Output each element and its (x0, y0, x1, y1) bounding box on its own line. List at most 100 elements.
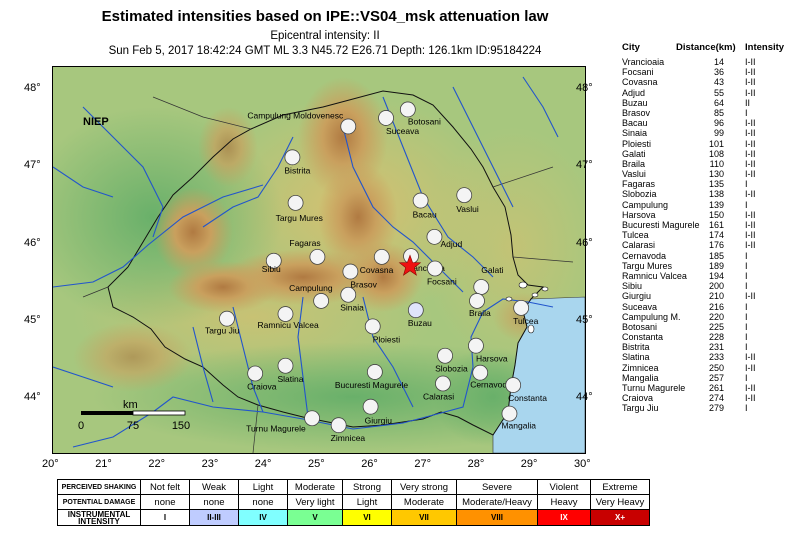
station-circle[interactable] (399, 101, 416, 118)
station-marker[interactable]: Craiova (247, 365, 277, 392)
station-circle[interactable] (469, 293, 485, 309)
station-label: Covasna (360, 265, 394, 275)
station-marker[interactable]: Brasov (342, 263, 378, 290)
station-marker[interactable]: Fagaras (289, 238, 326, 265)
distance-value: 139 (708, 199, 724, 210)
station-circle[interactable] (340, 286, 357, 303)
station-circle[interactable] (456, 187, 473, 204)
station-marker[interactable]: Campulung (289, 283, 333, 309)
city-name: Vaslui (622, 169, 646, 180)
station-circle[interactable] (247, 365, 264, 382)
distance-value: 85 (713, 107, 724, 118)
station-marker[interactable]: Bucuresti Magurele (335, 364, 409, 390)
distance-value: 43 (713, 77, 724, 88)
station-marker[interactable]: Suceava (378, 110, 420, 136)
station-circle[interactable] (407, 302, 424, 319)
station-marker[interactable]: Braila (469, 293, 491, 318)
station-marker[interactable]: Sibiu (262, 252, 282, 274)
station-circle[interactable] (378, 110, 394, 126)
station-marker[interactable]: Slatina (277, 357, 304, 384)
station-circle[interactable] (501, 405, 518, 422)
city-name: Campulung M. (622, 311, 681, 322)
station-circle[interactable] (277, 306, 294, 322)
station-marker[interactable]: Targu Mures (276, 194, 323, 223)
intensity-value: I-II (745, 57, 756, 67)
station-marker[interactable]: Tulcea (513, 299, 539, 326)
station-label: Harsova (476, 354, 508, 364)
station-circle[interactable] (313, 293, 330, 309)
distance-value: 130 (708, 169, 724, 180)
city-name: Constanta (622, 332, 664, 343)
station-circle[interactable] (412, 192, 429, 209)
city-name: Campulung (622, 199, 669, 210)
station-circle[interactable] (472, 364, 489, 381)
station-circle[interactable] (468, 337, 484, 354)
station-circle[interactable] (309, 249, 326, 265)
station-circle[interactable] (362, 398, 379, 415)
station-marker[interactable]: Harsova (468, 337, 508, 364)
station-circle[interactable] (437, 347, 453, 364)
station-label: Slobozia (435, 364, 468, 374)
station-marker[interactable]: Constanta (505, 377, 548, 404)
station-marker[interactable]: Covasna (360, 249, 394, 275)
station-marker[interactable]: Adjud (426, 228, 463, 249)
station-label: Sinaia (340, 303, 364, 313)
station-marker[interactable]: Vaslui (456, 187, 479, 215)
station-circle[interactable] (342, 263, 359, 280)
station-circle[interactable] (426, 228, 443, 245)
station-circle[interactable] (364, 318, 381, 335)
station-marker[interactable]: Slobozia (435, 347, 468, 374)
station-label: Ploiesti (373, 334, 401, 344)
station-marker[interactable]: Turnu Magurele (246, 410, 320, 434)
station-circle[interactable] (435, 375, 451, 392)
intensity-map[interactable]: NIEP km 0 75 150 Campulung Moldovenesc Su… (52, 66, 586, 454)
station-marker[interactable]: Mangalia (501, 405, 536, 431)
station-marker[interactable]: Zimnicea (330, 417, 366, 444)
legend-shaking-cell: Very strong (391, 479, 457, 495)
header-city: City (622, 42, 640, 53)
city-name: Slobozia (622, 189, 657, 200)
station-marker[interactable]: Buzau (407, 302, 432, 329)
station-circle[interactable] (366, 364, 383, 380)
station-marker[interactable]: Calarasi (423, 375, 454, 402)
intensity-value: I-II (745, 148, 756, 159)
station-marker[interactable]: Bacau (412, 192, 437, 220)
station-circle[interactable] (219, 310, 235, 327)
lat-tick-label: 48° (24, 82, 41, 95)
intensity-value: I-II (745, 209, 756, 220)
distance-value: 228 (708, 332, 724, 343)
station-marker[interactable]: Targu Jiu (205, 310, 240, 336)
station-circle[interactable] (330, 417, 347, 434)
station-marker[interactable]: Ramnicu Valcea (257, 306, 319, 331)
station-circle[interactable] (427, 260, 443, 277)
station-circle[interactable] (277, 357, 294, 374)
station-marker[interactable]: Bistrita (284, 149, 311, 176)
station-marker[interactable]: Ploiesti (364, 318, 401, 345)
station-marker[interactable]: Sinaia (340, 286, 364, 313)
epicenter-star-icon[interactable] (398, 254, 422, 276)
station-marker[interactable]: Cernavoda (470, 364, 512, 390)
rivers (53, 76, 559, 448)
station-circle[interactable] (265, 252, 282, 269)
station-circle[interactable] (505, 377, 522, 393)
station-circle[interactable] (284, 149, 301, 166)
station-circle[interactable] (304, 410, 320, 427)
station-marker[interactable]: Campulung Moldovenesc (247, 110, 357, 135)
distance-value: 64 (713, 97, 724, 108)
station-label: Bucuresti Magurele (335, 380, 409, 390)
station-circle[interactable] (340, 118, 357, 135)
legend-shaking-cell: Extreme (590, 479, 650, 495)
legend-intensity-cell: VII (391, 509, 457, 526)
station-label: Braila (469, 308, 491, 318)
city-name: Bistrita (622, 342, 650, 353)
station-circle[interactable] (473, 279, 490, 295)
station-marker[interactable]: Giurgiu (362, 398, 392, 426)
station-circle[interactable] (373, 249, 390, 265)
legend-shaking-cell: Light (238, 479, 288, 495)
station-marker[interactable]: Botosani (399, 101, 441, 127)
intensity-value: I (745, 311, 748, 322)
station-circle[interactable] (287, 194, 304, 211)
station-marker[interactable]: Focsani (427, 260, 457, 287)
station-circle[interactable] (513, 299, 530, 316)
station-label: Suceava (386, 126, 419, 136)
